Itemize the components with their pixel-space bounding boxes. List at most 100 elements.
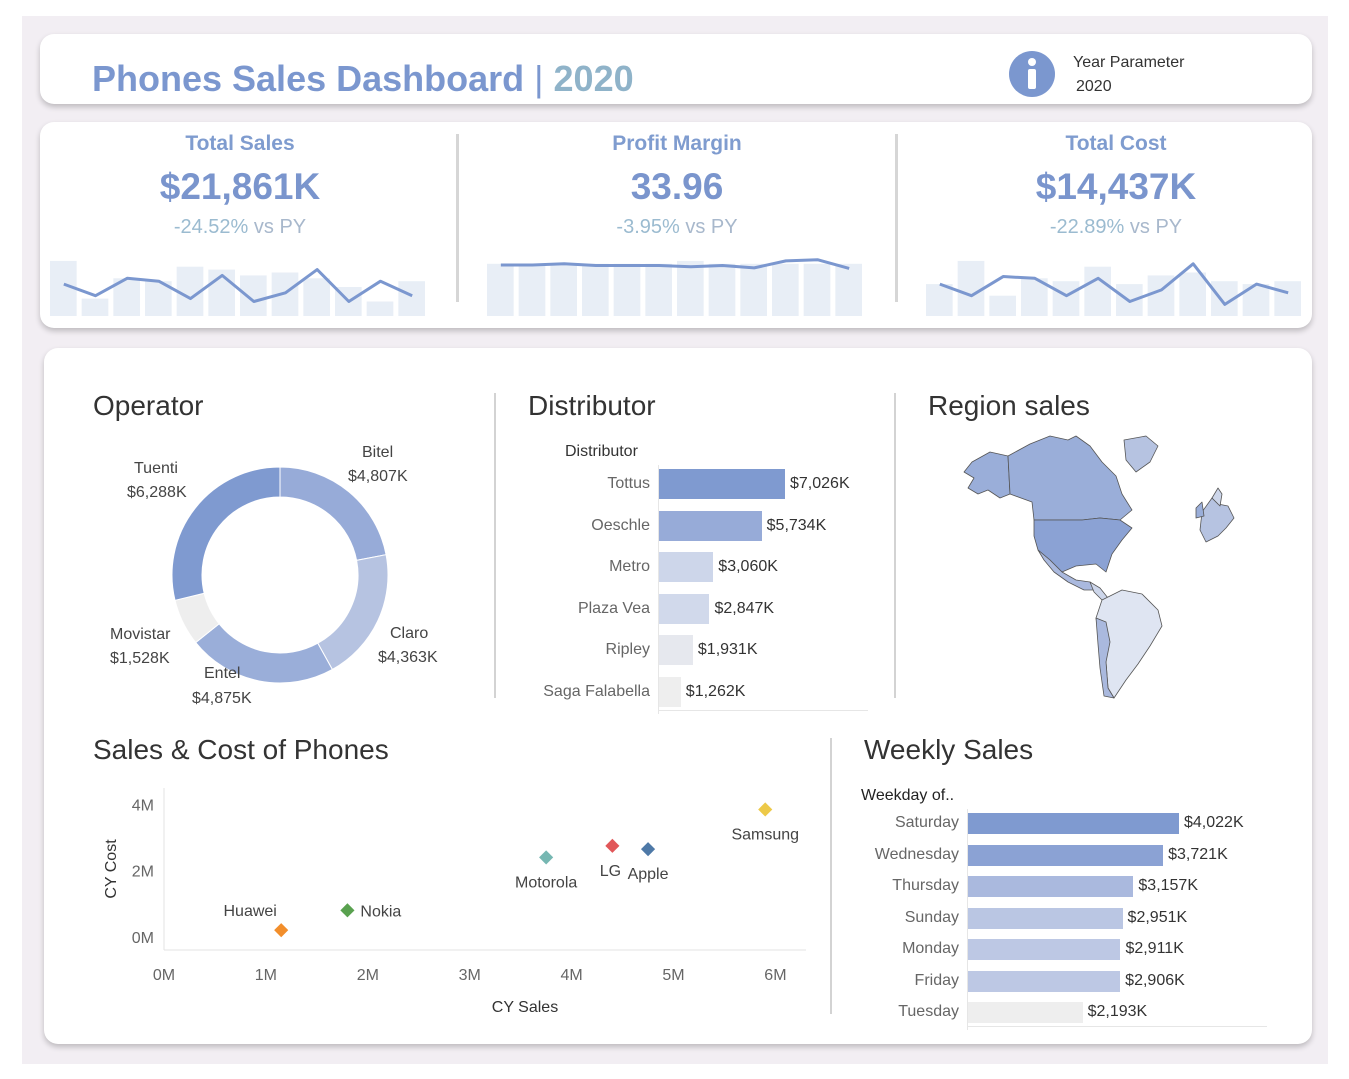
kpi-sparkline bbox=[926, 260, 1301, 316]
scatter-point-label: Huawei bbox=[224, 903, 277, 920]
bar[interactable] bbox=[658, 635, 693, 665]
bar[interactable] bbox=[658, 676, 681, 707]
bar[interactable] bbox=[967, 1002, 1083, 1023]
scatter-point-apple[interactable] bbox=[640, 842, 656, 857]
bar-label: Sunday bbox=[904, 908, 959, 926]
scatter-point-samsung[interactable] bbox=[758, 802, 773, 817]
distributor-column-header: Distributor bbox=[565, 443, 638, 460]
bar-axis bbox=[658, 465, 659, 714]
kpi-delta-value: -24.52% bbox=[173, 216, 249, 238]
sparkline-bar bbox=[1052, 281, 1080, 316]
donut-label-value: $4,807K bbox=[348, 468, 408, 485]
kpi-delta-vs: vs PY bbox=[1129, 216, 1183, 238]
kpi-delta-value: -3.95% bbox=[616, 216, 680, 238]
sparkline-bar bbox=[677, 260, 704, 316]
info-icon[interactable] bbox=[1008, 50, 1056, 98]
region-sales-map[interactable] bbox=[950, 432, 1250, 702]
sparkline-bar bbox=[240, 275, 267, 316]
bar-value-label: $1,262K bbox=[685, 682, 746, 700]
bar[interactable] bbox=[967, 844, 1164, 866]
sparkline-bar bbox=[926, 284, 953, 316]
sparkline-bar bbox=[1084, 266, 1111, 316]
sparkline-line bbox=[939, 262, 1289, 306]
bar-value-label: $2,906K bbox=[1125, 971, 1185, 989]
map-region-greenland bbox=[1123, 435, 1159, 473]
kpi-delta: -3.95% vs PY bbox=[477, 216, 877, 239]
bar[interactable] bbox=[967, 970, 1121, 992]
sparkline-bar bbox=[550, 263, 577, 316]
kpi-title: Profit Margin bbox=[612, 132, 742, 155]
x-tick-label: 5M bbox=[662, 967, 684, 984]
bar[interactable] bbox=[967, 907, 1123, 929]
donut-label-name: Claro bbox=[390, 625, 429, 642]
sparkline-line bbox=[63, 268, 413, 303]
scatter-point-lg[interactable] bbox=[605, 838, 620, 853]
bar[interactable] bbox=[658, 510, 762, 541]
kpi-sparkline bbox=[50, 260, 425, 316]
donut-slice-tuenti[interactable] bbox=[171, 466, 281, 601]
scatter-point-label: Samsung bbox=[731, 826, 799, 843]
kpi-title: Total Sales bbox=[185, 132, 295, 155]
sparkline-bar bbox=[582, 263, 609, 316]
kpi-sparkline bbox=[487, 258, 862, 316]
map-region-canada bbox=[1007, 435, 1133, 521]
kpi-delta: -24.52% vs PY bbox=[40, 216, 440, 239]
weekly-column-header: Weekday of.. bbox=[861, 787, 955, 804]
map-region-uk bbox=[1195, 501, 1205, 519]
operator-title: Operator bbox=[93, 390, 204, 421]
y-tick-label: 2M bbox=[132, 864, 154, 881]
bar[interactable] bbox=[658, 552, 714, 582]
bar-value-label: $3,060K bbox=[718, 558, 778, 575]
scatter-point-label: LG bbox=[600, 863, 621, 880]
weekly-sales-title: Weekly Sales bbox=[864, 734, 1034, 765]
scatter-point-label: Apple bbox=[628, 866, 669, 883]
year-parameter-value[interactable]: 2020 bbox=[1076, 78, 1112, 95]
kpi-divider bbox=[456, 134, 459, 302]
scatter-point-motorola[interactable] bbox=[539, 850, 554, 865]
bar-label: Wednesday bbox=[874, 845, 959, 863]
sparkline-bar bbox=[487, 263, 514, 316]
section-divider bbox=[830, 738, 832, 1014]
x-tick-label: 2M bbox=[357, 967, 379, 984]
sparkline-bar bbox=[303, 278, 330, 316]
bar-value-label: $2,193K bbox=[1087, 1003, 1148, 1020]
kpi-delta: -22.89% vs PY bbox=[916, 216, 1316, 239]
map-region-scandinavia bbox=[1211, 487, 1223, 507]
bar-label: Friday bbox=[914, 971, 959, 989]
sparkline-bar bbox=[1179, 272, 1206, 316]
bar-value-label: $5,734K bbox=[766, 516, 827, 534]
kpi-total-sales: Total Sales $21,861K -24.52% vs PY bbox=[40, 122, 440, 328]
x-tick-label: 0M bbox=[153, 967, 175, 984]
distributor-title: Distributor bbox=[528, 390, 656, 421]
bar-value-label: $3,157K bbox=[1138, 877, 1198, 894]
bar[interactable] bbox=[658, 469, 785, 499]
donut-label-name: Entel bbox=[204, 665, 241, 682]
bar-label: Saturday bbox=[894, 814, 959, 831]
bar-value-label: $3,721K bbox=[1168, 845, 1228, 863]
bar-label: Oeschle bbox=[591, 516, 650, 534]
bar-baseline bbox=[967, 1025, 1267, 1027]
page-title: Phones Sales Dashboard | 2020 bbox=[92, 58, 634, 100]
y-tick-label: 0M bbox=[132, 930, 154, 947]
sparkline-bar bbox=[835, 263, 862, 316]
bar-value-label: $2,911K bbox=[1125, 940, 1184, 957]
map-region-central-america bbox=[1089, 581, 1109, 601]
scatter-point-nokia[interactable] bbox=[340, 903, 355, 918]
bar-axis bbox=[967, 809, 968, 1030]
donut-label-name: Movistar bbox=[110, 626, 171, 643]
donut-label-value: $1,528K bbox=[110, 650, 170, 667]
sparkline-bar bbox=[772, 263, 799, 316]
bar[interactable] bbox=[967, 876, 1134, 897]
bar-label: Plaza Vea bbox=[577, 599, 650, 617]
scatter-title: Sales & Cost of Phones bbox=[93, 734, 389, 765]
bar[interactable] bbox=[967, 939, 1121, 960]
kpi-card: Total Sales $21,861K -24.52% vs PY Profi… bbox=[40, 122, 1312, 328]
donut-label-value: $4,875K bbox=[192, 690, 252, 707]
sparkline-bar bbox=[740, 263, 767, 316]
bar[interactable] bbox=[658, 593, 710, 624]
donut-label-value: $6,288K bbox=[127, 484, 187, 501]
bar[interactable] bbox=[967, 813, 1179, 834]
scatter-point-huawei[interactable] bbox=[274, 923, 289, 938]
bar-label: Tuesday bbox=[898, 1003, 959, 1020]
